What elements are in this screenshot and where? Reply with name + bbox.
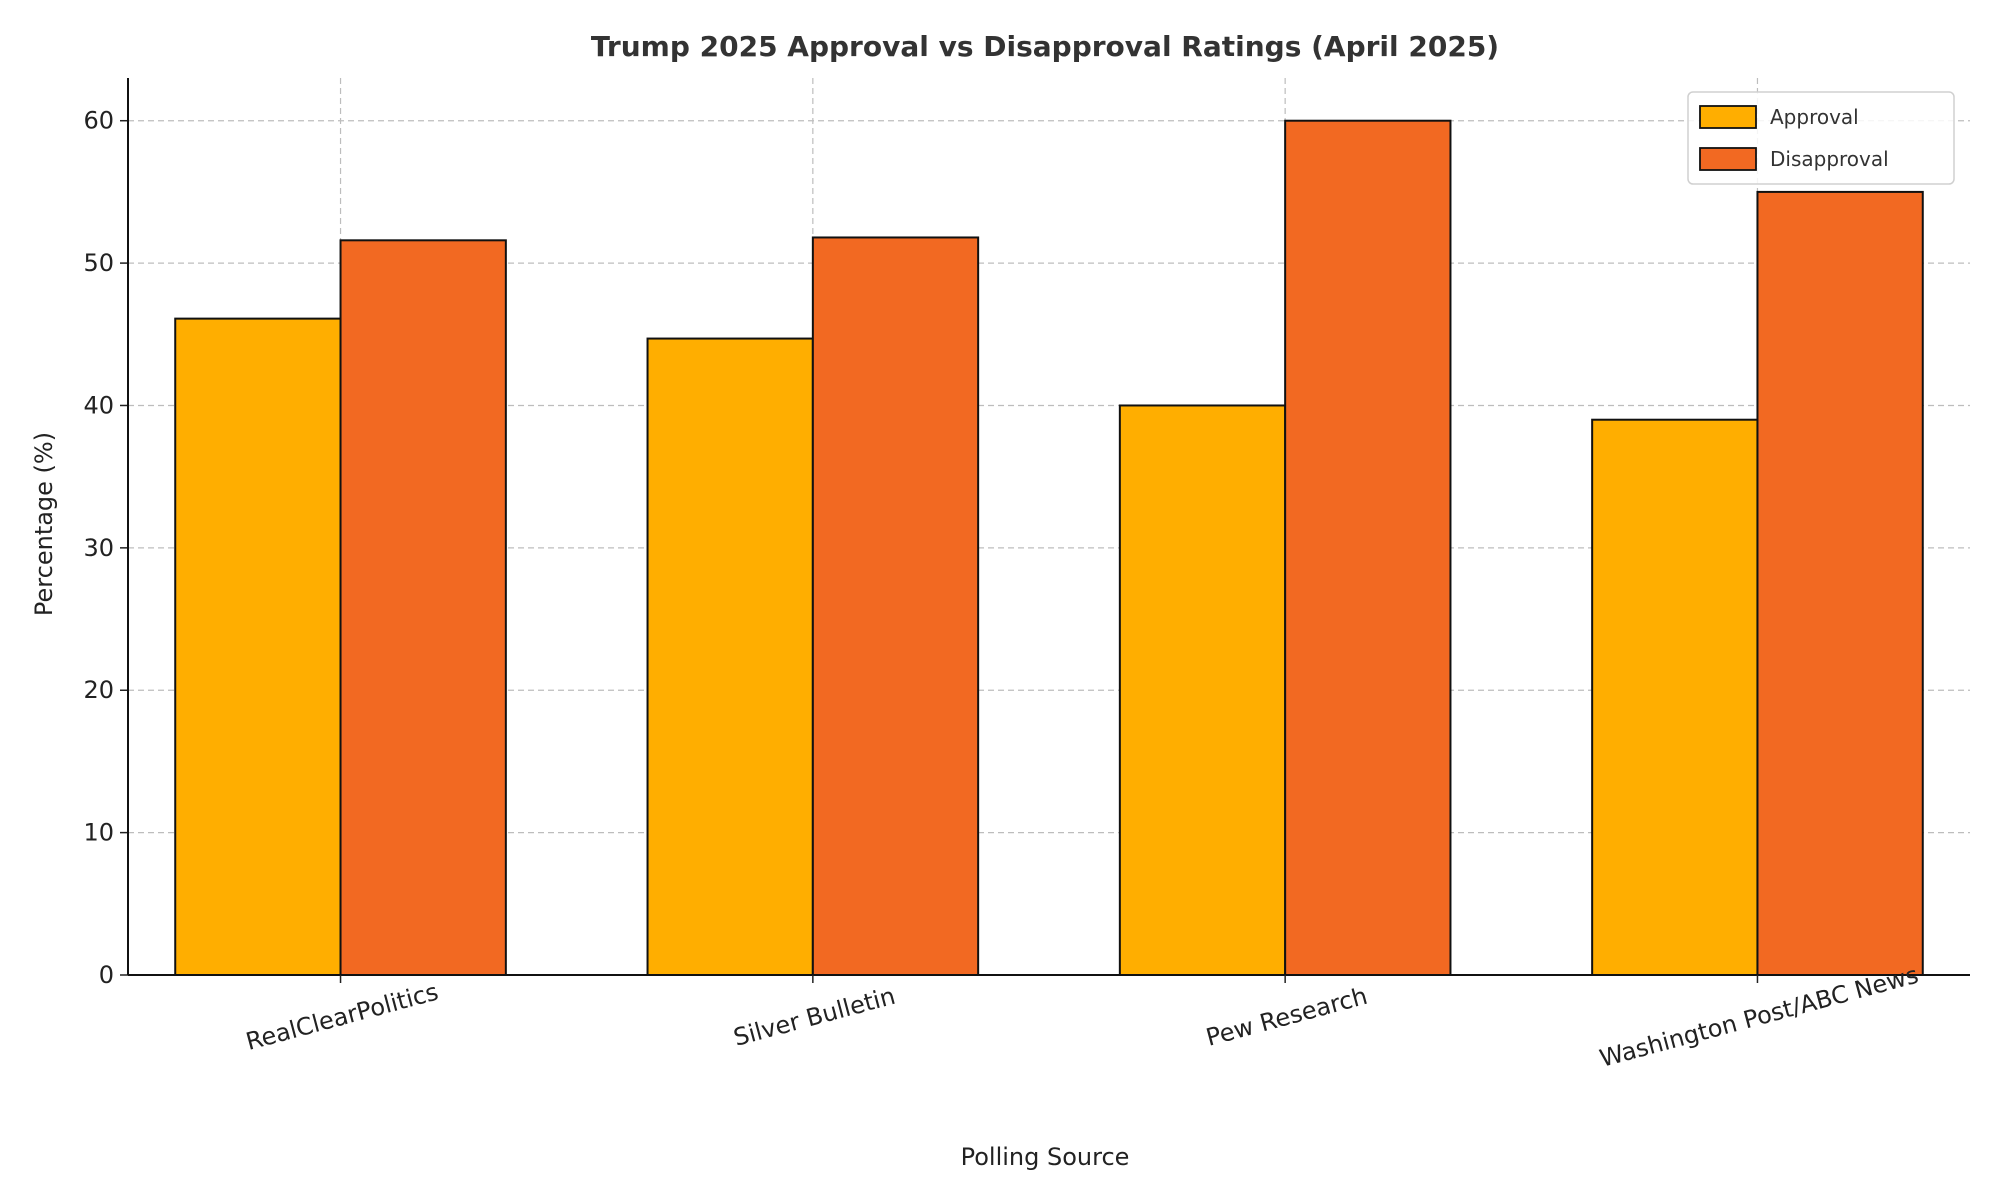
approval-bar	[646, 337, 814, 976]
y-tick-label: 50	[83, 249, 114, 277]
approval-bar	[1118, 404, 1287, 976]
x-tick-label-group: RealClearPolitics	[243, 978, 441, 1056]
y-tick-label: 20	[83, 676, 114, 704]
disapproval-bar	[811, 236, 980, 976]
x-tick-label: Washington Post/ABC News	[1597, 961, 1922, 1073]
approval-legend-label: Approval	[1770, 105, 1859, 129]
disapproval-bar	[1284, 119, 1452, 976]
x-tick-label: RealClearPolitics	[243, 978, 441, 1056]
y-tick-label: 10	[83, 819, 114, 847]
y-tick-label: 40	[83, 391, 114, 419]
bars	[174, 119, 1924, 977]
axes	[120, 78, 1970, 983]
disapproval-legend-label: Disapproval	[1770, 147, 1889, 171]
chart-title: Trump 2025 Approval vs Disapproval Ratin…	[591, 30, 1499, 63]
y-tick-label: 0	[99, 961, 114, 989]
approval-legend-swatch	[1699, 105, 1757, 129]
legend: Approval Disapproval	[1687, 91, 1955, 185]
x-tick-label-group: Pew Research	[1203, 982, 1370, 1052]
disapproval-bar	[339, 239, 507, 977]
x-axis-label: Polling Source	[961, 1143, 1130, 1171]
x-tick-label-group: Silver Bulletin	[731, 982, 899, 1052]
disapproval-legend-swatch	[1699, 147, 1757, 171]
y-axis-label: Percentage (%)	[30, 432, 58, 616]
y-tick-label: 60	[83, 107, 114, 135]
x-tick-label: Silver Bulletin	[731, 982, 899, 1052]
x-tick-label: Pew Research	[1203, 982, 1370, 1052]
approval-bar	[174, 317, 342, 977]
y-tick-label: 30	[83, 534, 114, 562]
approval-bar	[1591, 418, 1759, 976]
x-tick-label-group: Washington Post/ABC News	[1597, 961, 1922, 1073]
disapproval-bar	[1756, 190, 1924, 976]
